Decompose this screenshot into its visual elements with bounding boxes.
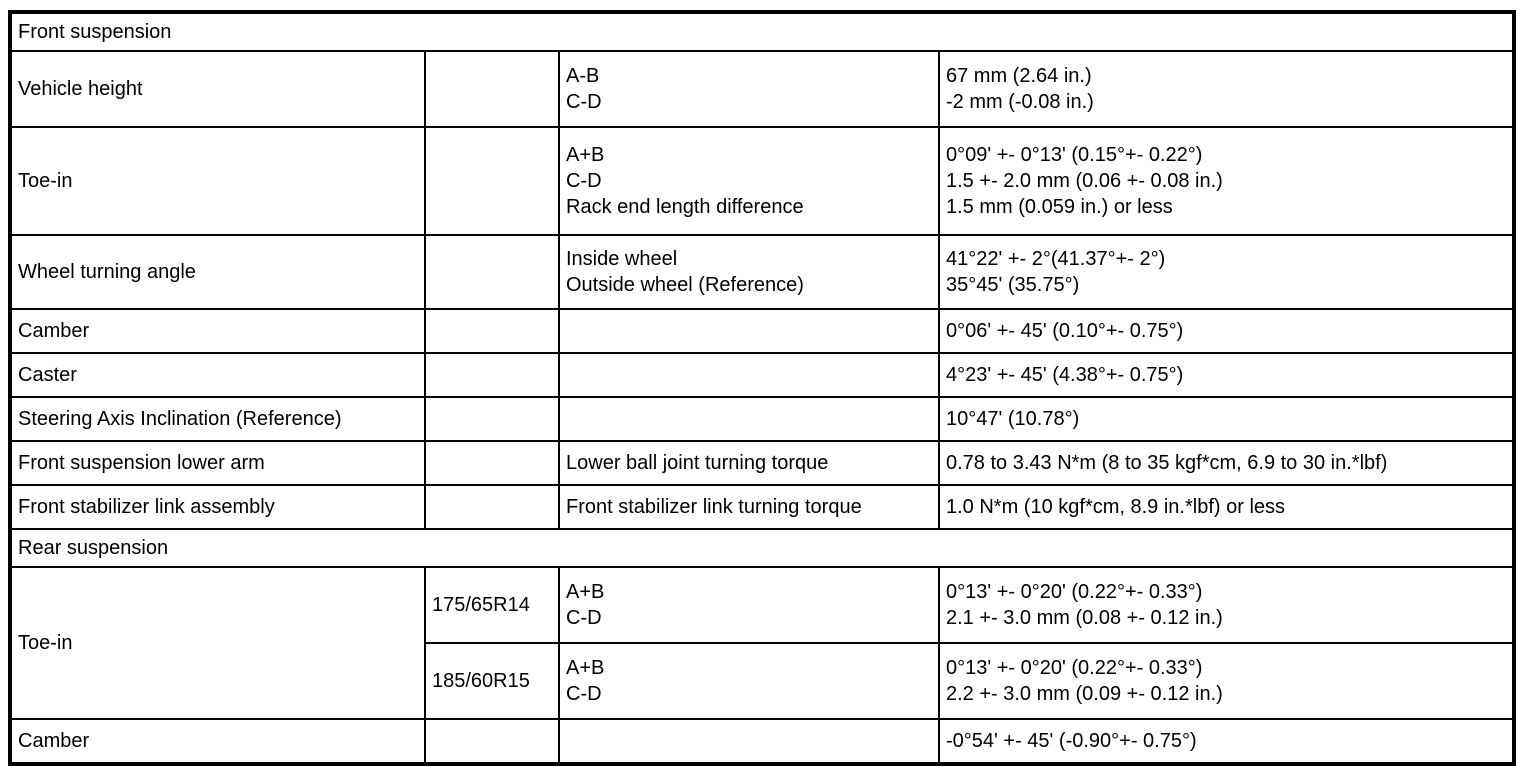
empty-cell — [424, 718, 560, 765]
empty-cell — [424, 234, 560, 310]
row-front-toe-in: Toe-in A+B C-D Rack end length differenc… — [9, 126, 1516, 236]
sub-item: A+B — [566, 657, 605, 679]
row-steering-axis-inclination: Steering Axis Inclination (Reference) 10… — [9, 396, 1516, 442]
sub-item-cell: A+B C-D Rack end length difference — [558, 126, 940, 236]
empty-cell — [424, 50, 560, 128]
spec-value: 1.5 mm (0.059 in.) or less — [946, 196, 1173, 218]
section-title-rear-suspension: Rear suspension — [8, 528, 1516, 568]
tire-size-cell: 185/60R15 — [424, 642, 560, 720]
sub-item: Front stabilizer link turning torque — [566, 496, 862, 518]
item-label-rear-camber: Camber — [9, 718, 426, 765]
empty-cell — [558, 352, 940, 398]
tire-size-cell: 175/65R14 — [424, 566, 560, 644]
spec-value: 0°13' +- 0°20' (0.22°+- 0.33°) — [946, 581, 1203, 603]
sub-item: A+B — [566, 581, 605, 603]
item-label-steering-axis-inclination: Steering Axis Inclination (Reference) — [9, 396, 426, 442]
row-stabilizer-link: Front stabilizer link assembly Front sta… — [9, 484, 1516, 530]
value-cell: 10°47' (10.78°) — [937, 396, 1516, 442]
empty-cell — [424, 396, 560, 442]
spec-value: 67 mm (2.64 in.) — [946, 65, 1092, 87]
sub-item-cell: A-B C-D — [558, 50, 940, 128]
empty-cell — [558, 308, 940, 354]
sub-item: C-D — [566, 607, 602, 629]
sub-item-cell: Inside wheel Outside wheel (Reference) — [558, 234, 940, 310]
value-cell: 0°06' +- 45' (0.10°+- 0.75°) — [937, 308, 1516, 354]
sub-item: Outside wheel (Reference) — [566, 274, 804, 296]
spec-value: -0°54' +- 45' (-0.90°+- 0.75°) — [946, 730, 1197, 752]
spec-value: 0°13' +- 0°20' (0.22°+- 0.33°) — [946, 657, 1203, 679]
spec-value: 2.2 +- 3.0 mm (0.09 +- 0.12 in.) — [946, 683, 1223, 705]
sub-item: Lower ball joint turning torque — [566, 452, 829, 474]
sub-item-cell: A+B C-D — [558, 566, 940, 644]
item-label-toe-in: Toe-in — [9, 126, 426, 236]
value-cell: 67 mm (2.64 in.) -2 mm (-0.08 in.) — [937, 50, 1516, 128]
value-cell: 41°22' +- 2°(41.37°+- 2°) 35°45' (35.75°… — [937, 234, 1516, 310]
sub-item: A-B — [566, 65, 600, 87]
row-front-camber: Camber 0°06' +- 45' (0.10°+- 0.75°) — [9, 308, 1516, 354]
empty-cell — [558, 718, 940, 765]
sub-item: A+B — [566, 144, 605, 166]
spec-value: 10°47' (10.78°) — [946, 408, 1080, 430]
value-cell: 0°13' +- 0°20' (0.22°+- 0.33°) 2.2 +- 3.… — [937, 642, 1516, 720]
spec-value: 35°45' (35.75°) — [946, 274, 1080, 296]
empty-cell — [424, 484, 560, 530]
spec-value: 2.1 +- 3.0 mm (0.08 +- 0.12 in.) — [946, 607, 1223, 629]
spec-value: 0°09' +- 0°13' (0.15°+- 0.22°) — [946, 144, 1203, 166]
row-vehicle-height: Vehicle height A-B C-D 67 mm (2.64 in.) … — [9, 50, 1516, 128]
item-label-rear-toe-in: Toe-in — [9, 566, 426, 720]
row-rear-toe-in-185-60R15: 185/60R15 A+B C-D 0°13' +- 0°20' (0.22°+… — [10, 642, 1516, 720]
item-label-lower-arm: Front suspension lower arm — [9, 440, 426, 486]
spec-value: 0.78 to 3.43 N*m (8 to 35 kgf*cm, 6.9 to… — [946, 452, 1388, 474]
value-cell: -0°54' +- 45' (-0.90°+- 0.75°) — [937, 718, 1516, 765]
row-rear-toe-in-175-65R14: Toe-in 175/65R14 A+B C-D 0°13' +- 0°20' … — [9, 566, 1516, 720]
sub-item: C-D — [566, 170, 602, 192]
sub-item: Inside wheel — [566, 248, 678, 270]
item-label-wheel-turning-angle: Wheel turning angle — [9, 234, 426, 310]
item-label-vehicle-height: Vehicle height — [9, 50, 426, 128]
row-rear-camber: Camber -0°54' +- 45' (-0.90°+- 0.75°) — [9, 718, 1516, 765]
sub-item: Rack end length difference — [566, 196, 804, 218]
spec-value: 0°06' +- 45' (0.10°+- 0.75°) — [946, 320, 1184, 342]
row-wheel-turning-angle: Wheel turning angle Inside wheel Outside… — [9, 234, 1516, 310]
item-label-camber: Camber — [9, 308, 426, 354]
value-cell: 0°09' +- 0°13' (0.15°+- 0.22°) 1.5 +- 2.… — [937, 126, 1516, 236]
section-title-front-suspension: Front suspension — [8, 11, 1516, 52]
empty-cell — [424, 308, 560, 354]
spec-value: 41°22' +- 2°(41.37°+- 2°) — [946, 248, 1166, 270]
empty-cell — [558, 396, 940, 442]
item-label-stabilizer-link: Front stabilizer link assembly — [9, 484, 426, 530]
spec-value: 1.0 N*m (10 kgf*cm, 8.9 in.*lbf) or less — [946, 496, 1286, 518]
sub-item: C-D — [566, 91, 602, 113]
item-label-caster: Caster — [9, 352, 426, 398]
empty-cell — [424, 126, 560, 236]
spec-value: -2 mm (-0.08 in.) — [946, 91, 1094, 113]
value-cell: 1.0 N*m (10 kgf*cm, 8.9 in.*lbf) or less — [937, 484, 1516, 530]
section-row-rear-suspension: Rear suspension — [8, 528, 1516, 568]
suspension-spec-table: Front suspension Vehicle height A-B C-D … — [8, 10, 1517, 766]
row-caster: Caster 4°23' +- 45' (4.38°+- 0.75°) — [9, 352, 1516, 398]
value-cell: 0.78 to 3.43 N*m (8 to 35 kgf*cm, 6.9 to… — [937, 440, 1516, 486]
spec-value: 1.5 +- 2.0 mm (0.06 +- 0.08 in.) — [946, 170, 1223, 192]
empty-cell — [424, 352, 560, 398]
row-lower-arm: Front suspension lower arm Lower ball jo… — [9, 440, 1516, 486]
section-row-front-suspension: Front suspension — [8, 11, 1516, 52]
sub-item-cell: A+B C-D — [558, 642, 940, 720]
value-cell: 0°13' +- 0°20' (0.22°+- 0.33°) 2.1 +- 3.… — [937, 566, 1516, 644]
sub-item-cell: Front stabilizer link turning torque — [558, 484, 940, 530]
sub-item: C-D — [566, 683, 602, 705]
empty-cell — [424, 440, 560, 486]
sub-item-cell: Lower ball joint turning torque — [558, 440, 940, 486]
spec-value: 4°23' +- 45' (4.38°+- 0.75°) — [946, 364, 1184, 386]
value-cell: 4°23' +- 45' (4.38°+- 0.75°) — [937, 352, 1516, 398]
